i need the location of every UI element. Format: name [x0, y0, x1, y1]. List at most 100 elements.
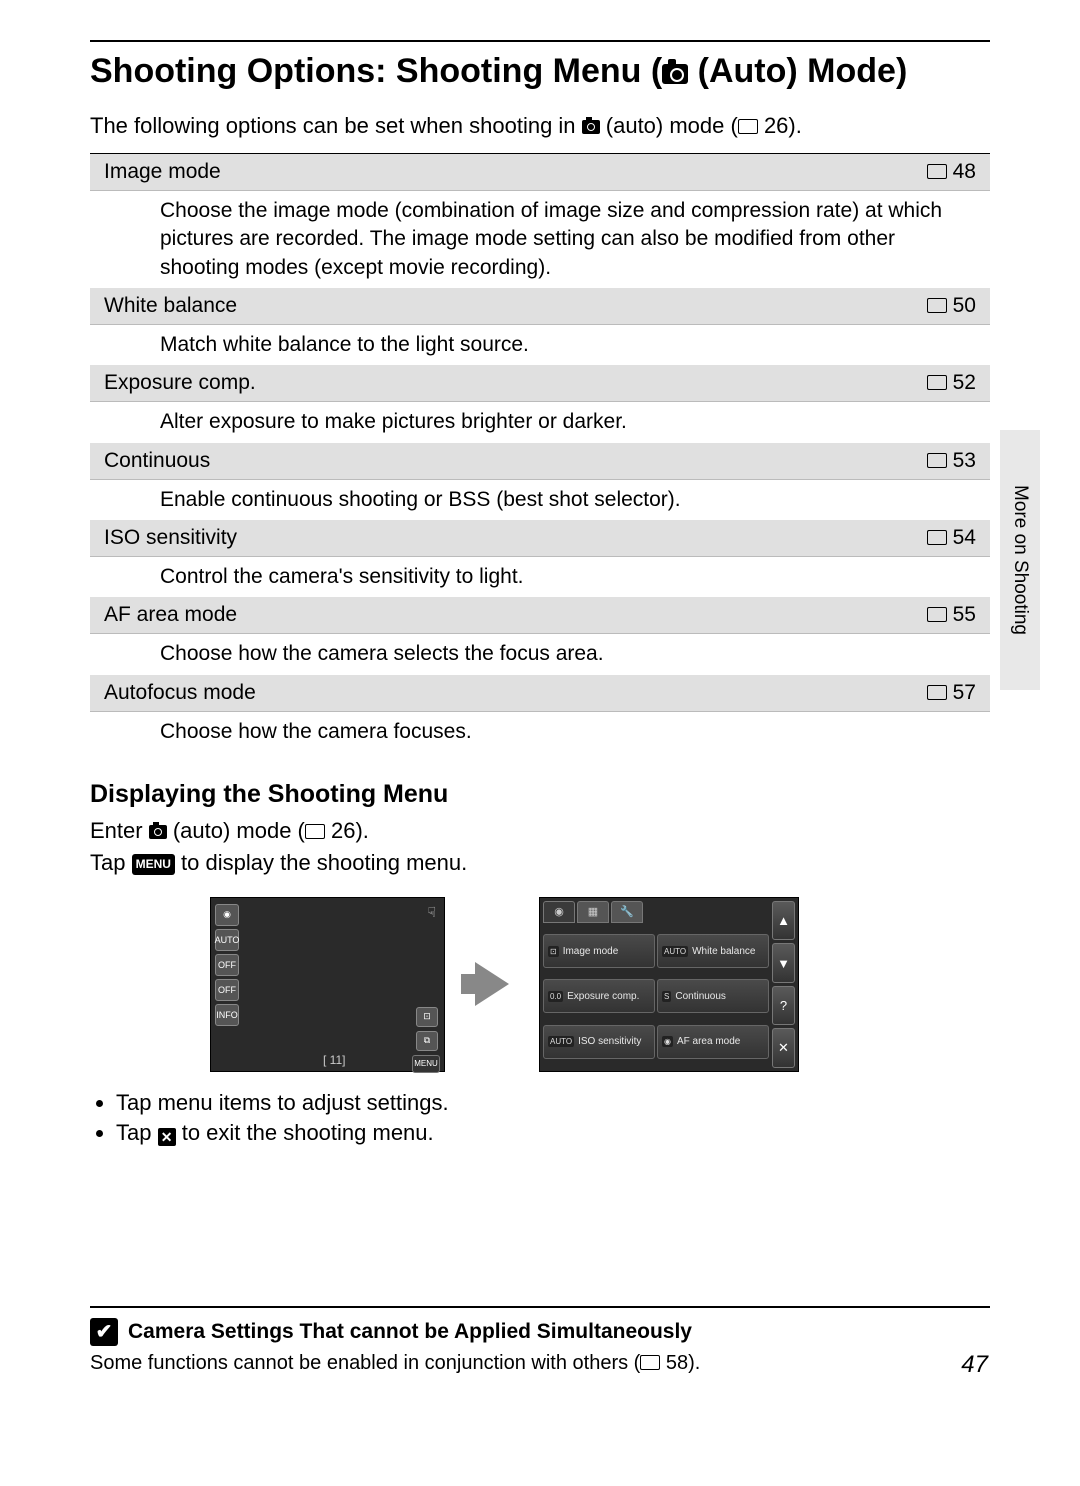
lcd-right-icon: ⊡	[416, 1007, 438, 1027]
option-ref: 54	[927, 526, 976, 550]
cell-label: Continuous	[675, 991, 726, 1002]
lcd-mode-icon: ◉	[215, 904, 239, 926]
book-icon	[927, 685, 947, 700]
camera-icon	[149, 825, 167, 839]
book-icon	[927, 607, 947, 622]
menu-cell: AUTOWhite balance	[657, 934, 769, 968]
cell-tag: 0.0	[548, 991, 563, 1002]
option-name: Continuous	[104, 449, 210, 473]
option-description: Choose how the camera selects the focus …	[90, 634, 990, 674]
option-row: Autofocus mode 57Choose how the camera f…	[90, 675, 990, 752]
book-icon	[640, 1355, 660, 1370]
cell-label: ISO sensitivity	[578, 1036, 641, 1047]
menu-cell: 0.0Exposure comp.	[543, 979, 655, 1013]
lcd-shooting-screen: ◉ AUTO OFF OFF INFO ☟ ⊡ ⧉ [ 11] MENU	[210, 897, 445, 1072]
option-ref: 57	[927, 681, 976, 705]
subheading: Displaying the Shooting Menu	[90, 780, 990, 809]
menu-button: MENU	[412, 1055, 440, 1073]
option-name: Image mode	[104, 160, 221, 184]
book-icon	[927, 530, 947, 545]
list-item: Tap ✕ to exit the shooting menu.	[116, 1120, 990, 1146]
option-ref: 53	[927, 449, 976, 473]
cell-tag: S	[662, 991, 671, 1002]
note-section: ✔ Camera Settings That cannot be Applied…	[90, 1306, 990, 1375]
book-icon	[305, 824, 325, 839]
option-row: Image mode 48Choose the image mode (comb…	[90, 154, 990, 288]
book-icon	[927, 164, 947, 179]
page-number: 47	[961, 1351, 988, 1379]
option-row: White balance 50Match white balance to t…	[90, 288, 990, 365]
cell-label: White balance	[692, 946, 755, 957]
frame-counter: [ 11]	[323, 1053, 345, 1067]
check-icon: ✔	[90, 1318, 118, 1346]
camera-icon	[662, 64, 688, 84]
option-row: ISO sensitivity 54Control the camera's s…	[90, 520, 990, 597]
option-description: Alter exposure to make pictures brighter…	[90, 402, 990, 442]
arrow-right-icon	[475, 962, 509, 1006]
tab-setup: 🔧	[611, 901, 643, 923]
close-icon: ✕	[158, 1128, 176, 1146]
tab-shooting: ◉	[543, 901, 575, 923]
option-header: Image mode 48	[90, 154, 990, 191]
option-ref: 55	[927, 603, 976, 627]
lcd-menu-screen: ◉ ▦ 🔧 ⊡Image modeAUTOWhite balance0.0Exp…	[539, 897, 799, 1072]
option-header: White balance 50	[90, 288, 990, 325]
touch-icon: ☟	[427, 904, 436, 921]
note-heading: ✔ Camera Settings That cannot be Applied…	[90, 1318, 990, 1346]
menu-cell: S Continuous	[657, 979, 769, 1013]
tab-playback: ▦	[577, 901, 609, 923]
lcd-right-icon: ⧉	[416, 1031, 438, 1051]
lcd-mode-icon: AUTO	[215, 929, 239, 951]
camera-icon	[582, 120, 600, 134]
screen-illustrations: ◉ AUTO OFF OFF INFO ☟ ⊡ ⧉ [ 11] MENU ◉ ▦ 🔧 ⊡…	[210, 897, 990, 1072]
option-header: ISO sensitivity 54	[90, 520, 990, 557]
book-icon	[738, 119, 758, 134]
tap-line: Tap MENU to display the shooting menu.	[90, 847, 990, 879]
option-header: Autofocus mode 57	[90, 675, 990, 712]
side-button: ▼	[772, 943, 795, 983]
option-name: AF area mode	[104, 603, 237, 627]
side-button: ✕	[772, 1028, 795, 1068]
side-button: ▲	[772, 901, 795, 941]
note-body: Some functions cannot be enabled in conj…	[90, 1352, 990, 1375]
option-header: AF area mode 55	[90, 597, 990, 634]
option-row: Exposure comp. 52Alter exposure to make …	[90, 365, 990, 442]
option-name: Autofocus mode	[104, 681, 256, 705]
menu-tabs: ◉ ▦ 🔧	[543, 901, 769, 923]
book-icon	[927, 375, 947, 390]
cell-tag: ◉	[662, 1036, 673, 1047]
book-icon	[927, 298, 947, 313]
lcd-mode-icon: OFF	[215, 979, 239, 1001]
menu-cell: ⊡ Image mode	[543, 934, 655, 968]
menu-icon: MENU	[132, 854, 175, 875]
cell-label: Image mode	[563, 946, 619, 957]
list-item: Tap menu items to adjust settings.	[116, 1090, 990, 1116]
cell-tag: AUTO	[548, 1036, 574, 1047]
cell-tag: ⊡	[548, 946, 559, 957]
option-description: Match white balance to the light source.	[90, 325, 990, 365]
option-row: Continuous 53Enable continuous shooting …	[90, 443, 990, 520]
option-description: Choose how the camera focuses.	[90, 712, 990, 752]
option-ref: 52	[927, 371, 976, 395]
option-description: Choose the image mode (combination of im…	[90, 191, 990, 288]
enter-line: Enter (auto) mode ( 26).	[90, 815, 990, 847]
top-rule	[90, 40, 990, 42]
page-title: Shooting Options: Shooting Menu ( (Auto)…	[90, 52, 990, 91]
menu-cell: ◉ AF area mode	[657, 1025, 769, 1059]
option-description: Control the camera's sensitivity to ligh…	[90, 557, 990, 597]
option-ref: 48	[927, 160, 976, 184]
side-button: ?	[772, 986, 795, 1026]
cell-label: AF area mode	[677, 1036, 740, 1047]
instruction-list: Tap menu items to adjust settings. Tap ✕…	[116, 1090, 990, 1146]
option-description: Enable continuous shooting or BSS (best …	[90, 480, 990, 520]
lcd-mode-icon: OFF	[215, 954, 239, 976]
intro-text: The following options can be set when sh…	[90, 113, 990, 139]
lcd-mode-icon: INFO	[215, 1004, 239, 1026]
option-name: ISO sensitivity	[104, 526, 237, 550]
book-icon	[927, 453, 947, 468]
option-header: Continuous 53	[90, 443, 990, 480]
option-row: AF area mode 55Choose how the camera sel…	[90, 597, 990, 674]
option-header: Exposure comp. 52	[90, 365, 990, 402]
option-ref: 50	[927, 294, 976, 318]
menu-cell: AUTO ISO sensitivity	[543, 1025, 655, 1059]
